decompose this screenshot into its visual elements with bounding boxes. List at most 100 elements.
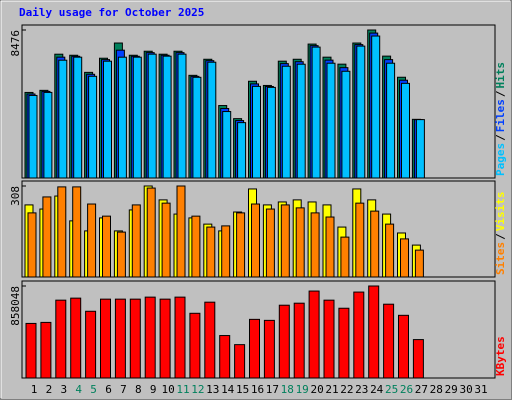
x-tick-label: 24 bbox=[370, 383, 384, 396]
bar bbox=[237, 122, 247, 179]
bar bbox=[385, 223, 395, 278]
bar bbox=[131, 204, 141, 278]
bar bbox=[159, 298, 171, 379]
bar bbox=[55, 299, 67, 379]
bar bbox=[207, 61, 217, 179]
bar bbox=[206, 226, 216, 278]
bar bbox=[176, 185, 186, 278]
x-tick-label: 28 bbox=[430, 383, 443, 396]
bar bbox=[323, 299, 335, 379]
legend: KBytes bbox=[494, 336, 507, 376]
legend-entry: Pages bbox=[494, 143, 507, 176]
bar bbox=[251, 203, 260, 278]
bar bbox=[266, 86, 276, 179]
bar bbox=[252, 85, 261, 179]
bar bbox=[412, 339, 424, 379]
bar bbox=[368, 285, 380, 379]
bar bbox=[355, 202, 365, 278]
bar bbox=[103, 60, 112, 179]
legend-entry: KBytes bbox=[494, 336, 507, 376]
bar bbox=[398, 314, 409, 379]
x-tick-label: 20 bbox=[310, 383, 323, 396]
bar bbox=[338, 307, 350, 379]
bar bbox=[114, 298, 126, 379]
legend-separator: / bbox=[494, 134, 507, 141]
bar bbox=[280, 204, 290, 278]
x-tick-label: 11 bbox=[176, 383, 189, 396]
bar bbox=[415, 119, 425, 179]
x-tick-label: 25 bbox=[385, 383, 398, 396]
y-tick-label: 308 bbox=[9, 186, 22, 206]
bar bbox=[265, 208, 275, 278]
x-tick-label: 7 bbox=[120, 383, 127, 396]
bar bbox=[204, 301, 216, 379]
bar bbox=[70, 297, 82, 379]
legend: Sites /Visits bbox=[494, 192, 507, 276]
x-tick-label: 2 bbox=[46, 383, 53, 396]
x-tick-label: 14 bbox=[221, 383, 235, 396]
bar bbox=[281, 65, 291, 179]
x-tick-label: 26 bbox=[400, 383, 413, 396]
chart-title: Daily usage for October 2025 bbox=[19, 6, 204, 19]
bar bbox=[401, 82, 410, 179]
bar bbox=[28, 94, 38, 179]
bar bbox=[234, 344, 246, 379]
x-tick-label: 12 bbox=[191, 383, 204, 396]
bar bbox=[295, 207, 305, 278]
bar bbox=[383, 303, 395, 379]
bar bbox=[189, 312, 201, 379]
bar bbox=[341, 70, 351, 179]
bar bbox=[263, 319, 275, 379]
bar bbox=[386, 62, 396, 179]
legend-separator: / bbox=[494, 90, 507, 97]
x-tick-label: 30 bbox=[459, 383, 472, 396]
legend-entry: Visits bbox=[494, 192, 507, 232]
bar bbox=[191, 215, 201, 278]
bar bbox=[353, 291, 365, 379]
bar bbox=[249, 318, 260, 379]
legend: Pages/Files/Hits bbox=[494, 62, 507, 176]
bar bbox=[400, 238, 409, 278]
x-tick-label: 22 bbox=[340, 383, 353, 396]
bar bbox=[146, 187, 156, 278]
bar bbox=[293, 302, 305, 379]
bar bbox=[88, 75, 98, 179]
bar bbox=[40, 321, 52, 379]
x-tick-label: 15 bbox=[236, 383, 249, 396]
bar bbox=[296, 63, 306, 179]
legend-entry: Hits bbox=[494, 62, 507, 89]
bar bbox=[308, 290, 320, 379]
bar bbox=[278, 304, 290, 379]
bar bbox=[144, 296, 156, 379]
bar bbox=[310, 212, 320, 278]
x-tick-label: 19 bbox=[296, 383, 309, 396]
bar bbox=[73, 56, 83, 179]
bar bbox=[326, 62, 336, 179]
bar bbox=[414, 249, 424, 278]
bar bbox=[219, 335, 231, 379]
x-tick-label: 31 bbox=[474, 383, 487, 396]
x-tick-label: 23 bbox=[355, 383, 368, 396]
y-tick-label: 8476 bbox=[9, 30, 22, 57]
bar bbox=[222, 111, 232, 179]
bar bbox=[147, 53, 157, 179]
bar bbox=[85, 310, 97, 379]
x-tick-label: 10 bbox=[161, 383, 174, 396]
bar bbox=[177, 53, 187, 179]
bar bbox=[221, 225, 231, 278]
x-tick-label: 8 bbox=[135, 383, 142, 396]
bar bbox=[311, 46, 321, 179]
bar bbox=[325, 216, 335, 278]
x-tick-label: 16 bbox=[251, 383, 264, 396]
x-tick-label: 21 bbox=[325, 383, 338, 396]
bar bbox=[100, 298, 111, 379]
bar bbox=[340, 236, 350, 278]
x-tick-label: 5 bbox=[90, 383, 97, 396]
legend-entry: Sites bbox=[494, 242, 507, 275]
x-tick-label: 17 bbox=[266, 383, 279, 396]
bar bbox=[58, 59, 68, 179]
legend-entry: Files bbox=[494, 99, 507, 132]
bar bbox=[132, 56, 142, 179]
